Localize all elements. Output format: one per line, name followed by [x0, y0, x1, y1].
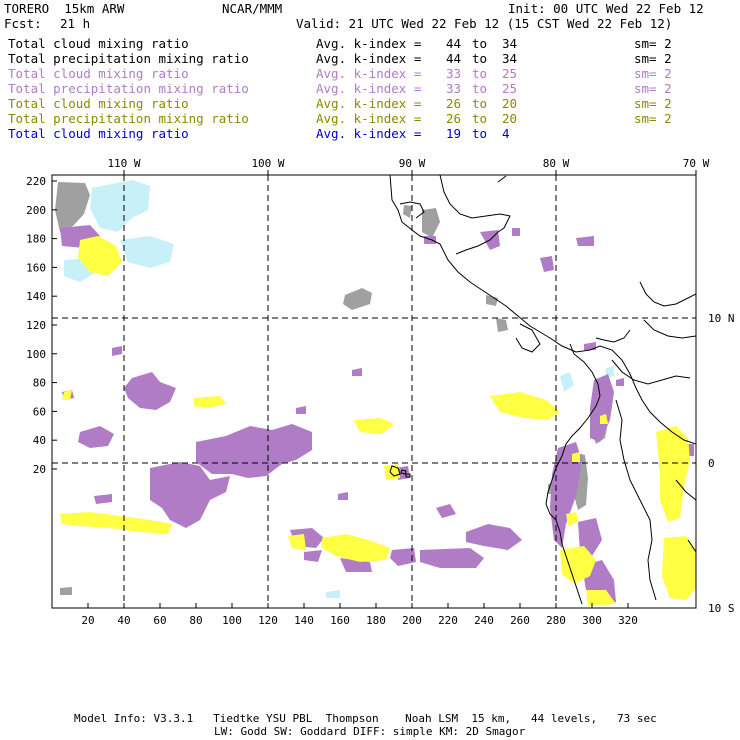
x-tick-label: 40	[117, 614, 130, 627]
legend-kindex-from: 44	[446, 36, 462, 51]
legend-kindex-label: Avg. k-index =	[316, 36, 422, 51]
forecast-label: Fcst:	[4, 16, 42, 31]
legend-kindex-to: 4	[502, 126, 510, 141]
yellow-cloud-patches	[60, 236, 696, 606]
legend-field: Total cloud mixing ratio	[8, 126, 189, 141]
institution-label: NCAR/MMM	[222, 1, 283, 16]
y-tick-label: 100	[26, 348, 46, 361]
legend-smoothing: sm= 2	[634, 81, 672, 96]
longitude-label: 70 W	[683, 157, 710, 170]
x-tick-label: 160	[330, 614, 350, 627]
legend-kindex-label: Avg. k-index =	[316, 81, 422, 96]
valid-time: Valid: 21 UTC Wed 22 Feb 12 (15 CST Wed …	[296, 16, 673, 31]
x-tick-label: 60	[153, 614, 166, 627]
legend-kindex-to: 20	[502, 96, 518, 111]
legend-kindex-from: 19	[446, 126, 462, 141]
x-tick-label: 280	[546, 614, 566, 627]
y-tick-label: 120	[26, 319, 46, 332]
legend-field: Total cloud mixing ratio	[8, 96, 189, 111]
x-tick-label: 20	[81, 614, 94, 627]
legend-kindex-label: Avg. k-index =	[316, 111, 422, 126]
x-tick-label: 80	[189, 614, 202, 627]
init-time: Init: 00 UTC Wed 22 Feb 12	[508, 1, 704, 16]
footer-physics-info: LW: Godd SW: Goddard DIFF: simple KM: 2D…	[214, 725, 526, 738]
legend-kindex-label: Avg. k-index =	[316, 51, 422, 66]
legend-kindex-to-word: to	[472, 51, 488, 66]
legend-smoothing: sm= 2	[634, 51, 672, 66]
legend-kindex-to: 25	[502, 66, 518, 81]
longitude-label: 110 W	[107, 157, 140, 170]
longitude-label: 100 W	[251, 157, 284, 170]
longitude-label: 80 W	[543, 157, 570, 170]
footer-model-info: Model Info: V3.3.1 Tiedtke YSU PBL Thomp…	[74, 712, 657, 725]
legend-field: Total precipitation mixing ratio	[8, 51, 249, 66]
legend-kindex-to: 34	[502, 36, 518, 51]
x-tick-label: 320	[618, 614, 638, 627]
model-title: TORERO 15km ARW	[4, 1, 125, 16]
purple-cloud-patches	[60, 225, 694, 604]
legend-smoothing: sm= 2	[634, 111, 672, 126]
lat-lon-grid	[52, 175, 696, 608]
legend-kindex-to-word: to	[472, 96, 488, 111]
legend-kindex-from: 33	[446, 66, 462, 81]
legend-field: Total precipitation mixing ratio	[8, 111, 249, 126]
plot-frame	[51, 174, 697, 609]
x-tick-label: 240	[474, 614, 494, 627]
legend-kindex-from: 26	[446, 111, 462, 126]
legend-kindex-from: 44	[446, 51, 462, 66]
y-tick-label: 160	[26, 261, 46, 274]
legend-smoothing: sm= 2	[634, 96, 672, 111]
y-tick-label: 220	[26, 175, 46, 188]
longitude-label: 90 W	[399, 157, 426, 170]
legend-kindex-label: Avg. k-index =	[316, 66, 422, 81]
legend-field: Total cloud mixing ratio	[8, 66, 189, 81]
x-tick-label: 200	[402, 614, 422, 627]
x-tick-label: 180	[366, 614, 386, 627]
y-tick-label: 40	[33, 434, 46, 447]
legend-kindex-to-word: to	[472, 111, 488, 126]
legend-kindex-label: Avg. k-index =	[316, 96, 422, 111]
legend-field: Total cloud mixing ratio	[8, 36, 189, 51]
legend-kindex-to-word: to	[472, 126, 488, 141]
coastlines	[389, 175, 696, 605]
legend-kindex-to: 25	[502, 81, 518, 96]
light-blue-cloud-patches	[64, 180, 670, 598]
legend-kindex-to: 20	[502, 111, 518, 126]
x-tick-label: 120	[258, 614, 278, 627]
legend-kindex-to: 34	[502, 51, 518, 66]
legend-smoothing: sm= 2	[634, 66, 672, 81]
y-tick-label: 20	[33, 463, 46, 476]
legend-kindex-from: 33	[446, 81, 462, 96]
y-tick-label: 80	[33, 377, 46, 390]
latitude-label: 10 S	[708, 602, 735, 615]
latitude-label: 0	[708, 457, 715, 470]
x-tick-label: 300	[582, 614, 602, 627]
latitude-label: 10 N	[708, 312, 735, 325]
y-tick-label: 180	[26, 233, 46, 246]
legend-kindex-to-word: to	[472, 81, 488, 96]
legend-kindex-to-word: to	[472, 66, 488, 81]
x-tick-label: 140	[294, 614, 314, 627]
x-tick-label: 220	[438, 614, 458, 627]
x-tick-label: 100	[222, 614, 242, 627]
forecast-hour: 21 h	[60, 16, 91, 31]
y-tick-label: 60	[33, 405, 46, 418]
legend-kindex-to-word: to	[472, 36, 488, 51]
legend-kindex-from: 26	[446, 96, 462, 111]
x-tick-label: 260	[510, 614, 530, 627]
legend-field: Total precipitation mixing ratio	[8, 81, 249, 96]
y-tick-label: 140	[26, 290, 46, 303]
y-tick-label: 200	[26, 204, 46, 217]
legend-smoothing: sm= 2	[634, 36, 672, 51]
legend-kindex-label: Avg. k-index =	[316, 126, 422, 141]
